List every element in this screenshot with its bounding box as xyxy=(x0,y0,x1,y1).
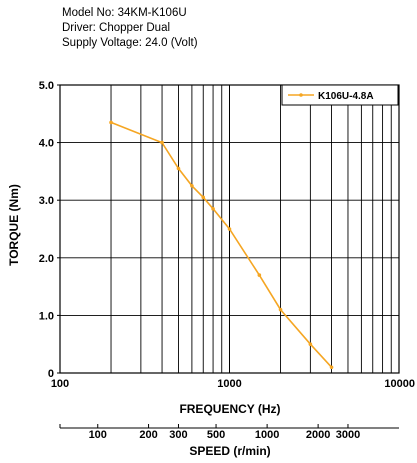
y-tick-label: 5.0 xyxy=(39,80,54,92)
x-tick-label: 10000 xyxy=(384,378,415,390)
speed-axis-title: SPEED (r/min) xyxy=(189,444,270,458)
data-point xyxy=(211,207,215,211)
data-point xyxy=(109,120,113,125)
chart-series xyxy=(109,120,334,370)
data-point xyxy=(201,195,206,200)
x-tick-label: 100 xyxy=(51,378,69,390)
legend-marker xyxy=(299,93,303,97)
y-tick-label: 2.0 xyxy=(39,253,54,265)
model-number: Model No: 34KM-K106U xyxy=(62,7,187,19)
legend-label: K106U-4.8A xyxy=(318,91,374,102)
speed-tick-label: 100 xyxy=(89,429,107,441)
driver-info: Driver: Chopper Dual xyxy=(62,22,171,34)
data-point xyxy=(227,227,232,231)
speed-tick-label: 300 xyxy=(169,429,187,441)
data-point xyxy=(160,140,164,145)
speed-tick-label: 200 xyxy=(139,429,157,441)
chart-legend: K106U-4.8A xyxy=(281,84,399,106)
series-line xyxy=(110,121,333,368)
data-point xyxy=(329,365,334,370)
x-tick-label: 1000 xyxy=(217,378,241,390)
chart-axes: 0 1.0 2.0 3.0 4.0 5.0 100 1000 10000 100 200 300 500… xyxy=(39,80,415,441)
supply-voltage: Supply Voltage: 24.0 (Volt) xyxy=(62,37,198,49)
y-tick-label: 0 xyxy=(48,368,54,380)
y-tick-label: 3.0 xyxy=(39,195,54,207)
data-point xyxy=(176,166,181,171)
speed-tick-label: 1000 xyxy=(255,429,279,441)
data-point xyxy=(278,307,283,312)
speed-tick-label: 3000 xyxy=(336,429,360,441)
speed-tick-label: 500 xyxy=(207,429,225,441)
data-point xyxy=(308,342,313,347)
y-tick-label: 1.0 xyxy=(39,310,54,322)
plot-frame xyxy=(59,84,400,374)
x-axis-title: FREQUENCY (Hz) xyxy=(179,402,280,416)
y-axis-title: TORQUE (Nm) xyxy=(7,184,21,266)
data-point xyxy=(257,273,262,277)
speed-tick-label: 2000 xyxy=(306,429,330,441)
y-tick-label: 4.0 xyxy=(39,138,54,150)
legend-box xyxy=(281,84,399,106)
data-point xyxy=(190,184,194,188)
